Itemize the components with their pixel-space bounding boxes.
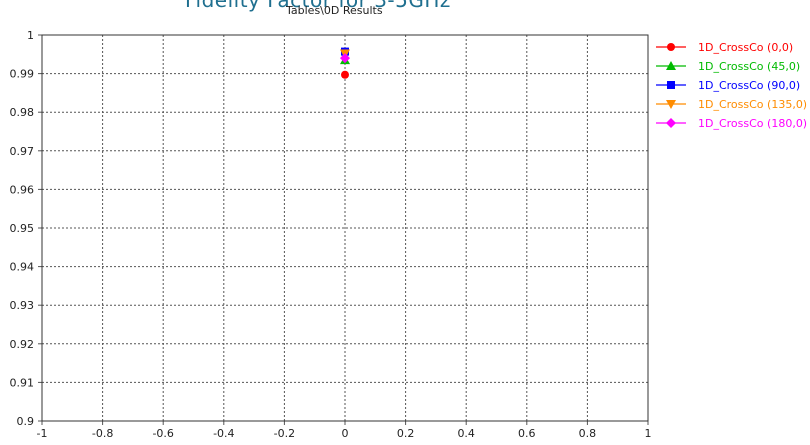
y-tick-label: 0.97 [10, 145, 35, 158]
x-tick-label: -0.4 [213, 427, 234, 440]
marks-layer [340, 47, 350, 79]
y-tick-label: 1 [27, 29, 34, 42]
x-tick-label: 0.8 [579, 427, 597, 440]
x-tick-label: -0.8 [92, 427, 113, 440]
y-tick-label: 0.99 [10, 68, 35, 81]
x-tick-label: -0.6 [152, 427, 173, 440]
y-tick-label: 0.91 [10, 376, 35, 389]
x-tick-label: -0.2 [274, 427, 295, 440]
legend-label: 1D_CrossCo (180,0) [698, 117, 807, 130]
x-tick-label: 0.2 [397, 427, 415, 440]
legend: 1D_CrossCo (0,0) 1D_CrossCo (45,0) 1D_Cros… [656, 41, 807, 130]
data-point-series-0 [341, 70, 349, 79]
legend-item-4[interactable]: 1D_CrossCo (180,0) [656, 117, 807, 130]
y-tick-label: 0.92 [10, 338, 35, 351]
chart-subtitle: Tables\0D Results [286, 4, 383, 17]
grid-layer [42, 35, 648, 421]
legend-item-0[interactable]: 1D_CrossCo (0,0) [656, 41, 793, 54]
data-point-series-4 [340, 53, 350, 64]
y-tick-label: 0.95 [10, 222, 35, 235]
x-tick-label: 0.6 [518, 427, 536, 440]
x-tick-label: 1 [645, 427, 652, 440]
legend-label: 1D_CrossCo (90,0) [698, 79, 800, 92]
y-tick-label: 0.93 [10, 299, 35, 312]
legend-marker [667, 43, 675, 51]
x-tick-label: 0 [342, 427, 349, 440]
legend-marker [667, 81, 675, 89]
legend-marker [666, 100, 676, 109]
y-tick-label: 0.94 [10, 261, 35, 274]
legend-label: 1D_CrossCo (0,0) [698, 41, 793, 54]
legend-label: 1D_CrossCo (135,0) [698, 98, 807, 111]
y-tick-label: 0.96 [10, 183, 35, 196]
legend-marker [666, 118, 676, 128]
x-tick-label: 0.4 [457, 427, 475, 440]
axis-layer: -1 -0.8 -0.6 -0.4 -0.2 0 0.2 0.4 0.6 0.8 1 0.9 0.91 0… [10, 29, 652, 440]
y-tick-label: 0.98 [10, 106, 35, 119]
legend-item-3[interactable]: 1D_CrossCo (135,0) [656, 98, 807, 111]
legend-label: 1D_CrossCo (45,0) [698, 60, 800, 73]
legend-item-2[interactable]: 1D_CrossCo (90,0) [656, 79, 800, 92]
legend-marker [666, 61, 676, 70]
x-tick-label: -1 [37, 427, 48, 440]
chart-title: Fidelity Factor for 3-5GHz [185, 0, 451, 12]
plot-frame [41, 34, 649, 422]
legend-item-1[interactable]: 1D_CrossCo (45,0) [656, 60, 800, 73]
y-tick-label: 0.9 [17, 415, 35, 428]
